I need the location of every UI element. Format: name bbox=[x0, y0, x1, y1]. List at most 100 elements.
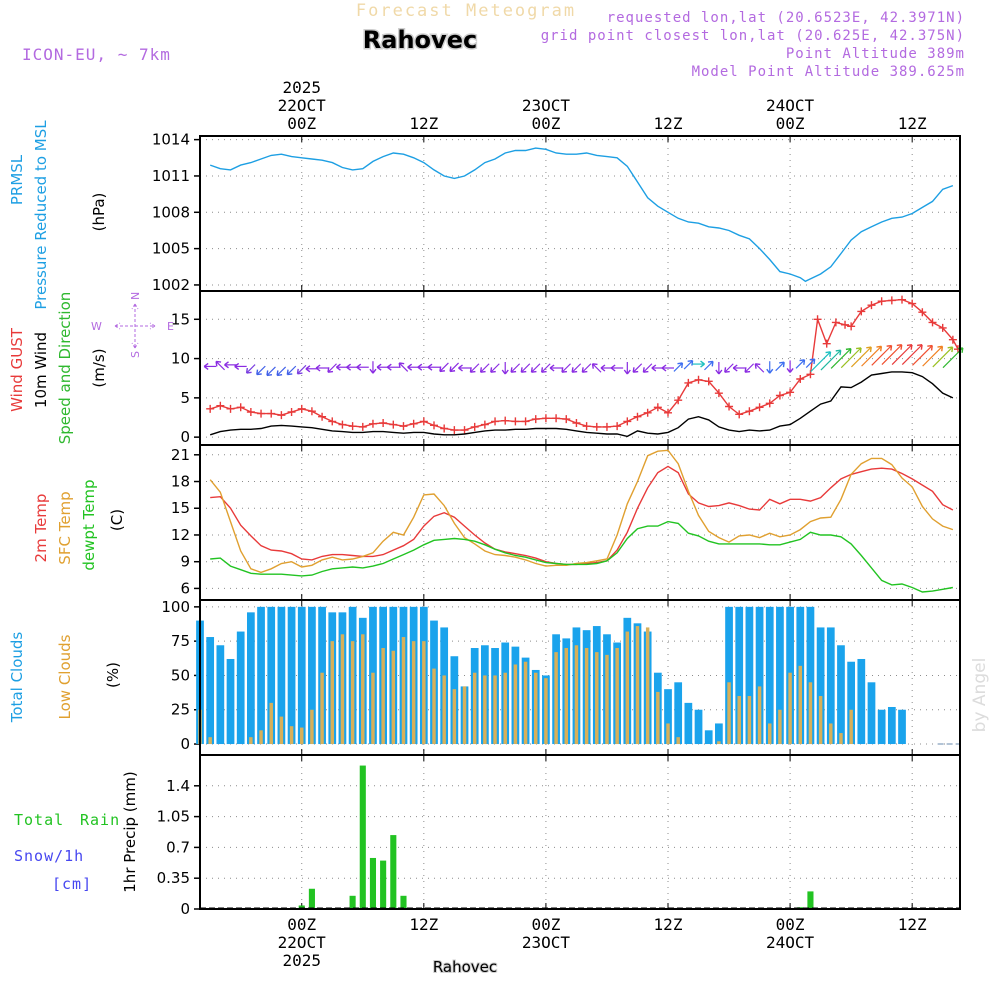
low-cloud-bar bbox=[534, 672, 538, 745]
wind-arrow-shaft bbox=[592, 363, 602, 373]
clouds-ytick-label: 50 bbox=[171, 666, 190, 684]
wind-arrow-head bbox=[479, 367, 486, 373]
bottom-time-label: 00Z bbox=[287, 915, 316, 934]
wind-arrow-head bbox=[520, 367, 527, 373]
wind-side-label: Wind GUST bbox=[8, 327, 26, 412]
precip-legend-label: Snow/1h bbox=[14, 847, 84, 865]
low-cloud-bar bbox=[289, 726, 294, 745]
low-cloud-bar bbox=[391, 650, 396, 745]
low-cloud-bar bbox=[310, 709, 314, 745]
super-title: Forecast Meteogram bbox=[356, 1, 576, 21]
wind-direction-arrow bbox=[922, 345, 944, 367]
wind-arrow-shaft bbox=[520, 363, 531, 373]
precip-legend-label: [cm] bbox=[52, 875, 92, 893]
wind-gust-line bbox=[209, 298, 959, 431]
wind-arrow-head bbox=[469, 367, 476, 373]
gust-marker bbox=[572, 419, 581, 427]
wind-direction-arrow bbox=[912, 344, 933, 366]
wind-arrow-shaft bbox=[805, 358, 816, 368]
compass-west: W bbox=[91, 320, 102, 333]
gust-marker bbox=[704, 377, 713, 386]
wind-arrow-head bbox=[906, 344, 913, 350]
wind-direction-arrow bbox=[549, 364, 563, 372]
gust-marker bbox=[674, 396, 683, 405]
wind-arrow-head bbox=[427, 363, 433, 371]
wind-arrow-shaft bbox=[490, 363, 500, 373]
wind-arrow-head bbox=[845, 347, 852, 354]
gust-marker bbox=[684, 378, 693, 387]
gust-marker bbox=[206, 404, 215, 413]
wind-arrow-head bbox=[809, 358, 816, 365]
wind-direction-arrow bbox=[871, 344, 893, 366]
wind-direction-arrow bbox=[561, 363, 571, 373]
gust-marker bbox=[745, 407, 754, 416]
wind-direction-arrow bbox=[386, 363, 400, 371]
wind-direction-arrow bbox=[901, 344, 923, 365]
wind-arrow-shaft bbox=[266, 366, 276, 376]
wind-direction-arrow bbox=[458, 364, 471, 372]
wind-ytick-label: 10 bbox=[171, 350, 190, 368]
total-cloud-bar bbox=[206, 637, 215, 745]
wind-arrow-shaft bbox=[861, 345, 882, 367]
wind-arrow-shaft bbox=[810, 351, 831, 373]
low-cloud-bar bbox=[381, 648, 385, 745]
gust-marker bbox=[948, 335, 957, 344]
wind-direction-arrow bbox=[407, 363, 420, 371]
low-cloud-bar bbox=[727, 682, 731, 745]
wind-arrow-head bbox=[591, 363, 598, 369]
wind-direction-arrow bbox=[651, 364, 664, 372]
wind-direction-arrow bbox=[744, 363, 755, 373]
rain-bar bbox=[380, 860, 387, 909]
pressure-ytick-label: 1008 bbox=[152, 203, 190, 221]
low-cloud-bar bbox=[788, 672, 792, 745]
low-cloud-bar bbox=[849, 709, 853, 745]
low-cloud-bar bbox=[493, 675, 497, 745]
pressure-side-label: Pressure Reduced to MSL bbox=[32, 120, 50, 310]
wind-arrow-head bbox=[540, 367, 547, 373]
precipitation-ytick-label: 0.7 bbox=[166, 838, 190, 856]
gust-marker bbox=[633, 412, 642, 421]
wind-arrow-shaft bbox=[581, 363, 592, 373]
wind-arrow-head bbox=[549, 364, 555, 372]
top-time-label: 23OCT bbox=[522, 96, 571, 115]
wind-direction-arrow bbox=[661, 364, 675, 372]
gust-marker bbox=[236, 403, 245, 412]
gust-marker bbox=[643, 408, 652, 417]
temperature-ytick-label: 6 bbox=[180, 579, 190, 597]
low-cloud-bar bbox=[717, 741, 721, 745]
wind-arrow-head bbox=[510, 367, 517, 373]
total-cloud-bar bbox=[745, 606, 754, 745]
low-cloud-bar bbox=[829, 723, 833, 745]
rain-bar bbox=[390, 835, 397, 909]
wind-arrow-head bbox=[835, 349, 842, 356]
gust-marker bbox=[786, 388, 795, 397]
wind-direction-arrow bbox=[754, 363, 765, 373]
gust-marker bbox=[867, 301, 876, 310]
wind-arrow-head bbox=[876, 345, 883, 352]
rain-bar bbox=[308, 888, 315, 909]
precipitation-panel: 0 0.35 0.7 1.05 1.4 Total Rain Snow/1h [cm] 1hr P… bbox=[14, 754, 961, 918]
low-cloud-bar bbox=[462, 686, 467, 745]
gust-marker bbox=[602, 422, 611, 431]
total-cloud-bar bbox=[735, 606, 744, 745]
low-cloud-bar bbox=[798, 665, 802, 745]
low-cloud-bar bbox=[564, 648, 568, 745]
gust-marker bbox=[257, 409, 266, 418]
top-time-label: 12Z bbox=[898, 114, 927, 133]
gust-marker bbox=[348, 422, 357, 431]
wind-arrow-head bbox=[799, 359, 806, 365]
compass-south: S bbox=[129, 351, 142, 358]
gust-marker bbox=[368, 419, 377, 428]
wind-arrow-shaft bbox=[531, 363, 541, 373]
low-cloud-bar bbox=[340, 634, 345, 745]
wind-arrow-shaft bbox=[470, 363, 480, 373]
gust-marker bbox=[480, 420, 489, 429]
low-cloud-bar bbox=[768, 723, 772, 745]
low-cloud-bar bbox=[452, 689, 457, 745]
wind-direction-arrow bbox=[490, 363, 500, 373]
gust-marker bbox=[531, 415, 540, 424]
low-cloud-bar bbox=[371, 672, 375, 745]
wind-direction-arrow bbox=[479, 363, 490, 373]
footer-station-name: Rahovec bbox=[433, 958, 497, 976]
